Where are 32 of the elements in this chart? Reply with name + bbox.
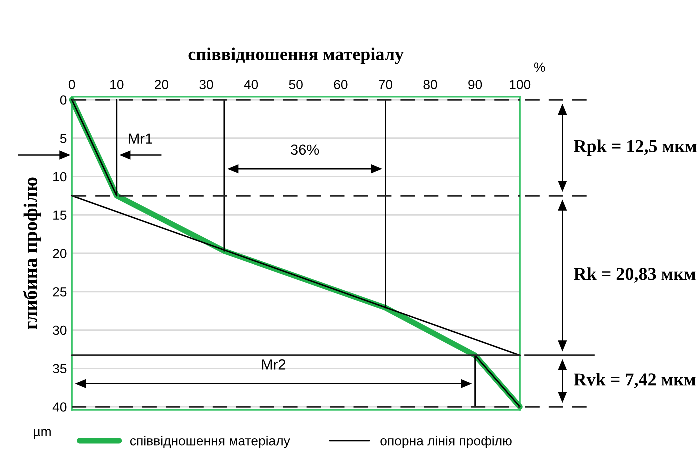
x-tick-label: 40 bbox=[244, 80, 258, 90]
x-tick-label: 20 bbox=[155, 80, 169, 90]
y-tick-label: 25 bbox=[53, 287, 67, 297]
legend-label: опорна лінія профілю bbox=[380, 436, 512, 448]
x-tick-label: 90 bbox=[468, 80, 482, 90]
y-tick-label: 10 bbox=[54, 172, 67, 182]
y-tick-label: 0 bbox=[60, 96, 67, 105]
y-tick-label: 15 bbox=[54, 210, 67, 220]
y-tick-label: 20 bbox=[53, 249, 67, 258]
x-axis-title: співвідношення матеріалу bbox=[188, 48, 404, 64]
text: % bbox=[534, 62, 546, 72]
x-tick-label: 0 bbox=[68, 80, 76, 90]
text: Rpk = 12,5 мкм bbox=[574, 140, 697, 156]
y-tick-label: 40 bbox=[52, 402, 67, 412]
y-tick-label: 35 bbox=[53, 364, 67, 374]
x-tick-label: 100 bbox=[510, 80, 531, 90]
x-tick-label: 50 bbox=[289, 80, 303, 90]
x-tick-label: 10 bbox=[110, 80, 124, 90]
legend-label: співвідношення матеріалу bbox=[130, 436, 290, 448]
annotation: 36% bbox=[291, 144, 320, 156]
x-tick-label: 70 bbox=[379, 80, 393, 90]
text: Rvk = 7,42 мкм bbox=[574, 373, 696, 388]
x-tick-label: 30 bbox=[200, 80, 214, 90]
y-tick-label: 5 bbox=[60, 134, 67, 144]
annotation: Mr1 bbox=[129, 134, 152, 144]
text: Rk = 20,83 мкм bbox=[574, 268, 696, 283]
annotation: Mr2 bbox=[262, 360, 286, 370]
y-tick-label: 30 bbox=[53, 326, 67, 336]
x-tick-label: 60 bbox=[334, 80, 348, 90]
y-axis-title: глибина профілю bbox=[23, 178, 42, 330]
x-tick-label: 80 bbox=[424, 80, 438, 90]
text: µm bbox=[34, 429, 51, 440]
